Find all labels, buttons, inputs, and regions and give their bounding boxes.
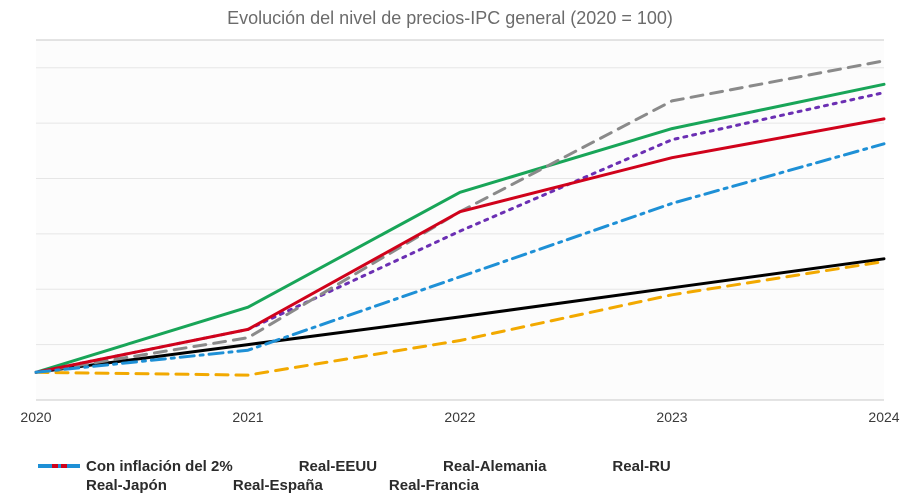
legend-label: Real-RU [612, 458, 670, 475]
chart-container: Evolución del nivel de precios-IPC gener… [0, 0, 900, 502]
legend-label: Real-España [233, 477, 323, 494]
legend-label: Real-Alemania [443, 458, 546, 475]
chart-legend: Con inflación del 2% Real-EEUU Real-Aleman… [38, 458, 878, 496]
legend-swatch [251, 459, 293, 475]
x-axis-label: 2020 [20, 409, 51, 425]
legend-item: Real-RU [564, 458, 670, 475]
legend-label: Real-Francia [389, 477, 479, 494]
legend-label: Real-EEUU [299, 458, 377, 475]
legend-swatch [185, 478, 227, 494]
legend-item: Real-Japón [38, 477, 167, 494]
legend-item: Real-Francia [341, 477, 479, 494]
legend-item: Real-Alemania [395, 458, 546, 475]
legend-label: Con inflación del 2% [86, 458, 233, 475]
legend-swatch [395, 459, 437, 475]
x-axis-label: 2021 [232, 409, 263, 425]
legend-swatch [341, 478, 383, 494]
legend-swatch [564, 459, 606, 475]
legend-item: Real-España [185, 477, 323, 494]
x-axis-label: 2023 [656, 409, 687, 425]
x-axis-label: 2024 [868, 409, 899, 425]
chart-svg: 2020 2021 2022 2023 2024 [0, 0, 900, 502]
legend-swatch [38, 478, 80, 494]
legend-label: Real-Japón [86, 477, 167, 494]
legend-item: Real-EEUU [251, 458, 377, 475]
x-axis-label: 2022 [444, 409, 475, 425]
